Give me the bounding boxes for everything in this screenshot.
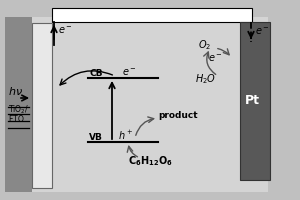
Text: Pt: Pt: [244, 94, 260, 106]
Text: $e^-$: $e^-$: [255, 26, 270, 37]
Text: VB: VB: [89, 133, 103, 142]
Text: $\mathbf{C_6H_{12}O_6}$: $\mathbf{C_6H_{12}O_6}$: [128, 154, 173, 168]
Bar: [52, 8, 252, 22]
Text: $h^+$: $h^+$: [118, 129, 133, 142]
Text: $\mathrm{TiO_2/}$: $\mathrm{TiO_2/}$: [8, 103, 29, 116]
Text: $e^-$: $e^-$: [58, 25, 73, 36]
Bar: [5, 17, 32, 192]
Text: $e^-$: $e^-$: [122, 67, 137, 78]
Text: $\mathrm{FTO}$: $\mathrm{FTO}$: [8, 113, 25, 124]
Text: $h\nu$: $h\nu$: [8, 85, 23, 97]
Text: $H_2O$: $H_2O$: [195, 72, 216, 86]
Bar: [240, 22, 270, 180]
Text: product: product: [158, 111, 198, 120]
Text: $e^-$: $e^-$: [208, 53, 223, 64]
Text: CB: CB: [89, 69, 103, 78]
Text: $O_2$: $O_2$: [198, 38, 211, 52]
Bar: [32, 23, 52, 188]
Bar: [32, 17, 268, 192]
